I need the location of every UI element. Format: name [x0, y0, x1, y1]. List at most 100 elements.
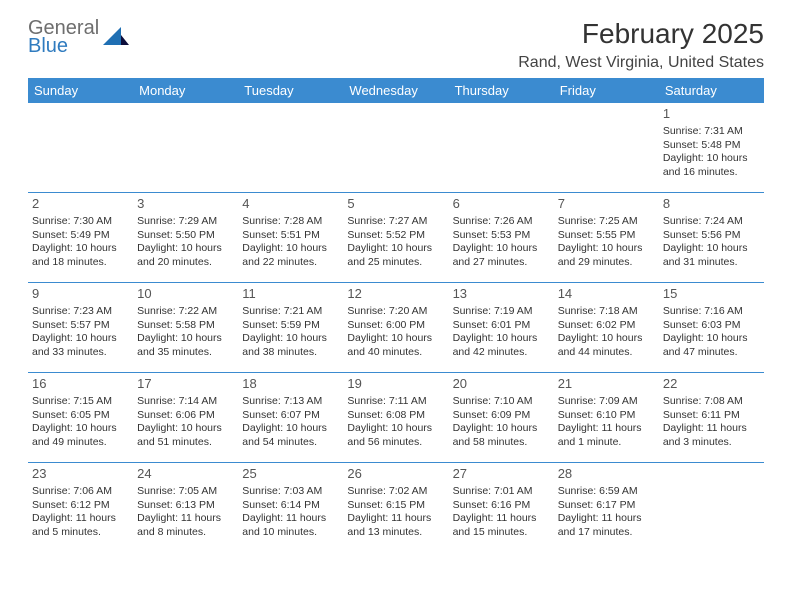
- daylight-text: Daylight: 10 hours and 49 minutes.: [32, 422, 129, 449]
- calendar-week-row: 1Sunrise: 7:31 AMSunset: 5:48 PMDaylight…: [28, 103, 764, 193]
- sunrise-text: Sunrise: 7:21 AM: [242, 305, 339, 319]
- day-number: 17: [137, 376, 234, 393]
- day-number: 3: [137, 196, 234, 213]
- weekday-header: Saturday: [659, 78, 764, 103]
- title-block: February 2025 Rand, West Virginia, Unite…: [518, 18, 764, 72]
- sunset-text: Sunset: 5:58 PM: [137, 319, 234, 333]
- calendar-day-cell: 2 Sunrise: 7:30 AMSunset: 5:49 PMDaylight…: [28, 193, 133, 283]
- calendar-empty-cell: [28, 103, 133, 193]
- daylight-text: Daylight: 10 hours and 58 minutes.: [453, 422, 550, 449]
- day-number: 8: [663, 196, 760, 213]
- daylight-text: Daylight: 10 hours and 51 minutes.: [137, 422, 234, 449]
- sunset-text: Sunset: 5:57 PM: [32, 319, 129, 333]
- sunrise-text: Sunrise: 7:24 AM: [663, 215, 760, 229]
- sunrise-text: Sunrise: 7:30 AM: [32, 215, 129, 229]
- calendar-day-cell: 8Sunrise: 7:24 AMSunset: 5:56 PMDaylight…: [659, 193, 764, 283]
- calendar-empty-cell: [449, 103, 554, 193]
- sunset-text: Sunset: 6:00 PM: [347, 319, 444, 333]
- daylight-text: Daylight: 10 hours and 18 minutes.: [32, 242, 129, 269]
- sunrise-text: Sunrise: 7:14 AM: [137, 395, 234, 409]
- calendar-day-cell: 7Sunrise: 7:25 AMSunset: 5:55 PMDaylight…: [554, 193, 659, 283]
- sunrise-text: Sunrise: 7:28 AM: [242, 215, 339, 229]
- calendar-day-cell: 20Sunrise: 7:10 AMSunset: 6:09 PMDayligh…: [449, 373, 554, 463]
- day-number: 15: [663, 286, 760, 303]
- sunset-text: Sunset: 5:49 PM: [32, 229, 129, 243]
- daylight-text: Daylight: 10 hours and 42 minutes.: [453, 332, 550, 359]
- calendar-day-cell: 11Sunrise: 7:21 AMSunset: 5:59 PMDayligh…: [238, 283, 343, 373]
- day-number: 11: [242, 286, 339, 303]
- sunset-text: Sunset: 6:06 PM: [137, 409, 234, 423]
- sunrise-text: Sunrise: 7:23 AM: [32, 305, 129, 319]
- sunrise-text: Sunrise: 7:27 AM: [347, 215, 444, 229]
- sunset-text: Sunset: 6:11 PM: [663, 409, 760, 423]
- sunrise-text: Sunrise: 7:29 AM: [137, 215, 234, 229]
- calendar-day-cell: 15Sunrise: 7:16 AMSunset: 6:03 PMDayligh…: [659, 283, 764, 373]
- daylight-text: Daylight: 10 hours and 35 minutes.: [137, 332, 234, 359]
- calendar-day-cell: 26Sunrise: 7:02 AMSunset: 6:15 PMDayligh…: [343, 463, 448, 553]
- calendar-empty-cell: [343, 103, 448, 193]
- calendar-empty-cell: [238, 103, 343, 193]
- daylight-text: Daylight: 10 hours and 16 minutes.: [663, 152, 760, 179]
- sunrise-text: Sunrise: 7:01 AM: [453, 485, 550, 499]
- calendar-day-cell: 13Sunrise: 7:19 AMSunset: 6:01 PMDayligh…: [449, 283, 554, 373]
- sunset-text: Sunset: 5:51 PM: [242, 229, 339, 243]
- calendar-empty-cell: [554, 103, 659, 193]
- sunrise-text: Sunrise: 6:59 AM: [558, 485, 655, 499]
- sunrise-text: Sunrise: 7:20 AM: [347, 305, 444, 319]
- calendar-week-row: 9Sunrise: 7:23 AMSunset: 5:57 PMDaylight…: [28, 283, 764, 373]
- sunrise-text: Sunrise: 7:16 AM: [663, 305, 760, 319]
- sunrise-text: Sunrise: 7:19 AM: [453, 305, 550, 319]
- calendar-table: SundayMondayTuesdayWednesdayThursdayFrid…: [28, 78, 764, 552]
- daylight-text: Daylight: 11 hours and 15 minutes.: [453, 512, 550, 539]
- sunrise-text: Sunrise: 7:31 AM: [663, 125, 760, 139]
- day-number: 16: [32, 376, 129, 393]
- calendar-day-cell: 22Sunrise: 7:08 AMSunset: 6:11 PMDayligh…: [659, 373, 764, 463]
- day-number: 22: [663, 376, 760, 393]
- day-number: 2: [32, 196, 129, 213]
- day-number: 18: [242, 376, 339, 393]
- calendar-empty-cell: [659, 463, 764, 553]
- calendar-day-cell: 25Sunrise: 7:03 AMSunset: 6:14 PMDayligh…: [238, 463, 343, 553]
- sunset-text: Sunset: 5:50 PM: [137, 229, 234, 243]
- sunset-text: Sunset: 5:59 PM: [242, 319, 339, 333]
- calendar-page: General Blue February 2025 Rand, West Vi…: [0, 0, 792, 570]
- sunset-text: Sunset: 6:15 PM: [347, 499, 444, 513]
- sunrise-text: Sunrise: 7:05 AM: [137, 485, 234, 499]
- sunset-text: Sunset: 6:10 PM: [558, 409, 655, 423]
- calendar-week-row: 23Sunrise: 7:06 AMSunset: 6:12 PMDayligh…: [28, 463, 764, 553]
- sunset-text: Sunset: 6:03 PM: [663, 319, 760, 333]
- sunset-text: Sunset: 6:16 PM: [453, 499, 550, 513]
- day-number: 7: [558, 196, 655, 213]
- daylight-text: Daylight: 11 hours and 10 minutes.: [242, 512, 339, 539]
- day-number: 4: [242, 196, 339, 213]
- daylight-text: Daylight: 11 hours and 17 minutes.: [558, 512, 655, 539]
- sunrise-text: Sunrise: 7:02 AM: [347, 485, 444, 499]
- calendar-day-cell: 9Sunrise: 7:23 AMSunset: 5:57 PMDaylight…: [28, 283, 133, 373]
- day-number: 21: [558, 376, 655, 393]
- day-number: 20: [453, 376, 550, 393]
- day-number: 23: [32, 466, 129, 483]
- calendar-week-row: 2 Sunrise: 7:30 AMSunset: 5:49 PMDaylight…: [28, 193, 764, 283]
- sunrise-text: Sunrise: 7:11 AM: [347, 395, 444, 409]
- day-number: 28: [558, 466, 655, 483]
- sunrise-text: Sunrise: 7:15 AM: [32, 395, 129, 409]
- calendar-day-cell: 27Sunrise: 7:01 AMSunset: 6:16 PMDayligh…: [449, 463, 554, 553]
- sunrise-text: Sunrise: 7:26 AM: [453, 215, 550, 229]
- calendar-day-cell: 24Sunrise: 7:05 AMSunset: 6:13 PMDayligh…: [133, 463, 238, 553]
- day-number: 10: [137, 286, 234, 303]
- daylight-text: Daylight: 11 hours and 5 minutes.: [32, 512, 129, 539]
- calendar-day-cell: 6Sunrise: 7:26 AMSunset: 5:53 PMDaylight…: [449, 193, 554, 283]
- sunset-text: Sunset: 5:55 PM: [558, 229, 655, 243]
- daylight-text: Daylight: 10 hours and 33 minutes.: [32, 332, 129, 359]
- sunset-text: Sunset: 6:02 PM: [558, 319, 655, 333]
- weekday-header: Monday: [133, 78, 238, 103]
- calendar-day-cell: 3Sunrise: 7:29 AMSunset: 5:50 PMDaylight…: [133, 193, 238, 283]
- sunrise-text: Sunrise: 7:09 AM: [558, 395, 655, 409]
- weekday-header: Friday: [554, 78, 659, 103]
- calendar-day-cell: 21Sunrise: 7:09 AMSunset: 6:10 PMDayligh…: [554, 373, 659, 463]
- sunset-text: Sunset: 5:56 PM: [663, 229, 760, 243]
- calendar-day-cell: 10Sunrise: 7:22 AMSunset: 5:58 PMDayligh…: [133, 283, 238, 373]
- month-title: February 2025: [518, 18, 764, 50]
- daylight-text: Daylight: 10 hours and 56 minutes.: [347, 422, 444, 449]
- top-bar: General Blue February 2025 Rand, West Vi…: [28, 18, 764, 72]
